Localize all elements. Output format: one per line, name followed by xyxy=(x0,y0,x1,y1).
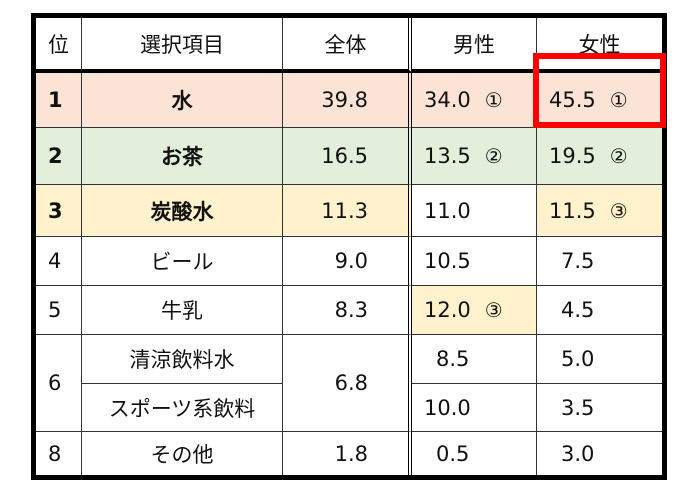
row3-rank: 3 xyxy=(36,185,82,237)
row8-female: 3.0 xyxy=(561,441,595,466)
row2-male: 13.5 ② xyxy=(412,128,537,185)
header-rank: 位 xyxy=(36,18,82,73)
row4-item: ビール xyxy=(82,237,283,286)
row6b-male: 10.0 xyxy=(412,384,537,432)
row1-item: 水 xyxy=(82,73,283,128)
row2-item: お茶 xyxy=(82,128,283,185)
male-value: 34.0 xyxy=(424,88,471,112)
header-total: 全体 xyxy=(283,18,412,73)
row1-total: 39.8 xyxy=(283,73,412,128)
row3-item: 炭酸水 xyxy=(82,185,283,237)
female-rank-badge: ① xyxy=(609,88,628,112)
female-rank-badge: ③ xyxy=(609,198,628,223)
row2-female: 19.5 ② xyxy=(537,128,662,185)
row5-rank: 5 xyxy=(36,286,82,335)
row8-rank: 8 xyxy=(36,432,82,475)
female-value: 11.5 xyxy=(549,198,596,223)
row8-total: 1.8 xyxy=(283,432,412,475)
header-male: 男性 xyxy=(412,18,537,73)
row3-total: 11.3 xyxy=(283,185,412,237)
header-item: 選択項目 xyxy=(82,18,283,73)
row3-female: 11.5 ③ xyxy=(537,185,662,237)
row2-total: 16.5 xyxy=(283,128,412,185)
row6b-item: スポーツ系飲料 xyxy=(82,384,283,432)
row2-rank: 2 xyxy=(36,128,82,185)
male-rank-badge: ① xyxy=(484,88,503,112)
row8-male: 0.5 xyxy=(412,432,537,475)
female-value: 19.5 xyxy=(549,144,596,168)
header-female: 女性 xyxy=(537,18,662,73)
male-value: 12.0 xyxy=(424,298,471,322)
row6-rank: 6 xyxy=(36,335,82,432)
male-rank-badge: ③ xyxy=(484,298,503,322)
male-value: 13.5 xyxy=(424,144,471,168)
row5-male: 12.0 ③ xyxy=(412,286,537,335)
female-value: 45.5 xyxy=(549,88,596,112)
female-rank-badge: ② xyxy=(609,144,628,168)
row6a-female: 5.0 xyxy=(537,335,662,384)
row4-total: 9.0 xyxy=(283,237,412,286)
row1-female: 45.5 ① xyxy=(537,73,662,128)
male-rank-badge: ② xyxy=(484,144,503,168)
row5-total: 8.3 xyxy=(283,286,412,335)
row4-rank: 4 xyxy=(36,237,82,286)
row5-item: 牛乳 xyxy=(82,286,283,335)
row4-female: 7.5 xyxy=(537,237,662,286)
row4-male: 10.5 xyxy=(412,237,537,286)
row6b-female: 3.5 xyxy=(537,384,662,432)
row6a-item: 清涼飲料水 xyxy=(82,335,283,384)
row5-female: 4.5 xyxy=(537,286,662,335)
row6a-male: 8.5 xyxy=(412,335,537,384)
row1-rank: 1 xyxy=(36,73,82,128)
row3-male: 11.0 xyxy=(412,185,537,237)
ranking-table: 位 選択項目 全体 男性 女性 1 水 39.8 34.0 ① 45.5 ① 2 お… xyxy=(31,13,667,480)
row8-item: その他 xyxy=(82,432,283,475)
row6-total: 6.8 xyxy=(283,335,412,432)
row1-male: 34.0 ① xyxy=(412,73,537,128)
